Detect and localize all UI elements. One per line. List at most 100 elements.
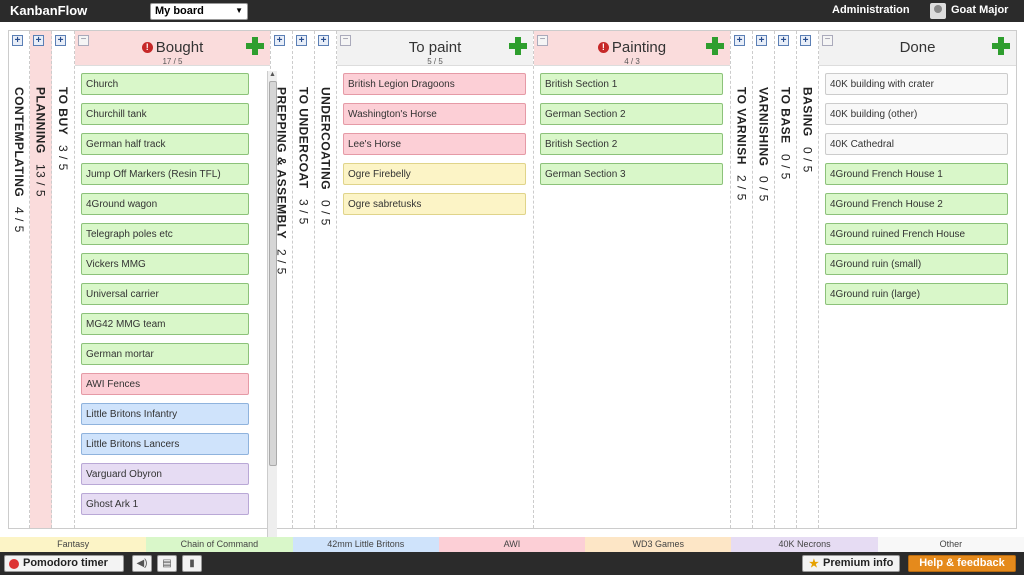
administration-link[interactable]: Administration xyxy=(832,4,910,16)
task-card[interactable]: Washington's Horse xyxy=(343,103,526,125)
task-card[interactable]: 40K Cathedral xyxy=(825,133,1008,155)
swimlane-legend-item: Chain of Command xyxy=(146,537,293,552)
expand-column-icon[interactable]: + xyxy=(296,35,307,46)
app-logo[interactable]: KanbanFlow xyxy=(10,3,88,18)
swimlane-legend: Fantasy Chain of Command 42mm Little Brito… xyxy=(0,537,1024,552)
print-icon[interactable]: ▤ xyxy=(157,555,177,572)
collapse-column-icon[interactable]: − xyxy=(78,35,89,46)
task-card[interactable]: Varguard Obyron xyxy=(81,463,249,485)
expand-column-icon[interactable]: + xyxy=(756,35,767,46)
task-card[interactable]: German Section 2 xyxy=(540,103,723,125)
column-basing: + BASING0 / 5 xyxy=(797,31,819,528)
column-label: TO UNDERCOAT3 / 5 xyxy=(296,87,311,225)
task-card[interactable]: AWI Fences xyxy=(81,373,249,395)
premium-info-button[interactable]: Premium info xyxy=(802,555,900,572)
add-task-icon[interactable] xyxy=(992,37,1010,55)
task-card[interactable]: Little Britons Infantry xyxy=(81,403,249,425)
task-card[interactable]: British Section 2 xyxy=(540,133,723,155)
column-to-buy: + TO BUY3 / 5 xyxy=(52,31,75,528)
column-to-base: + TO BASE0 / 5 xyxy=(775,31,797,528)
expand-column-icon[interactable]: + xyxy=(778,35,789,46)
expand-column-icon[interactable]: + xyxy=(55,35,66,46)
add-task-icon[interactable] xyxy=(706,37,724,55)
column-label: VARNISHING0 / 5 xyxy=(756,87,771,203)
chart-icon[interactable]: ▮ xyxy=(182,555,202,572)
column-title: Done xyxy=(899,39,936,56)
expand-column-icon[interactable]: + xyxy=(318,35,329,46)
column-label: TO BASE0 / 5 xyxy=(778,87,793,180)
column-to-varnish: + TO VARNISH2 / 5 xyxy=(731,31,753,528)
task-card[interactable]: British Section 1 xyxy=(540,73,723,95)
column-painting: − ! Painting 4 / 3 British Section 1 Germa… xyxy=(534,31,731,528)
task-card[interactable]: 4Ground wagon xyxy=(81,193,249,215)
column-cards: British Legion Dragoons Washington's Hors… xyxy=(337,67,533,528)
scrollbar-thumb[interactable] xyxy=(269,81,277,466)
task-card[interactable]: Church xyxy=(81,73,249,95)
collapse-column-icon[interactable]: − xyxy=(340,35,351,46)
swimlane-legend-item: Fantasy xyxy=(0,537,147,552)
task-card[interactable]: Churchill tank xyxy=(81,103,249,125)
column-planning: + PLANNING13 / 5 xyxy=(30,31,52,528)
expand-column-icon[interactable]: + xyxy=(12,35,23,46)
column-bought: − ! Bought 17 / 5 Church Churchill tank Ger… xyxy=(75,31,271,528)
column-label: CONTEMPLATING4 / 5 xyxy=(12,87,26,234)
swimlane-legend-item: 40K Necrons xyxy=(731,537,878,552)
expand-column-icon[interactable]: + xyxy=(274,35,285,46)
expand-column-icon[interactable]: + xyxy=(33,35,44,46)
task-card[interactable]: Telegraph poles etc xyxy=(81,223,249,245)
task-card[interactable]: Ogre sabretusks xyxy=(343,193,526,215)
expand-column-icon[interactable]: + xyxy=(734,35,745,46)
sound-icon[interactable]: ◀) xyxy=(132,555,152,572)
task-card[interactable]: 4Ground French House 1 xyxy=(825,163,1008,185)
task-card[interactable]: Little Britons Lancers xyxy=(81,433,249,455)
task-card[interactable]: Vickers MMG xyxy=(81,253,249,275)
task-card[interactable]: British Legion Dragoons xyxy=(343,73,526,95)
task-card[interactable]: 4Ground ruin (large) xyxy=(825,283,1008,305)
chevron-down-icon: ▼ xyxy=(235,6,243,15)
column-label: UNDERCOATING0 / 5 xyxy=(318,87,333,226)
column-contemplating: + CONTEMPLATING4 / 5 xyxy=(9,31,30,528)
avatar[interactable] xyxy=(930,3,946,19)
task-card[interactable]: Ghost Ark 1 xyxy=(81,493,249,515)
task-card[interactable]: German half track xyxy=(81,133,249,155)
task-card[interactable]: 40K building (other) xyxy=(825,103,1008,125)
scroll-up-icon[interactable]: ▲ xyxy=(269,71,276,78)
bottom-bar: Pomodoro timer ◀) ▤ ▮ Premium info Help … xyxy=(0,552,1024,575)
task-card[interactable]: 40K building with crater xyxy=(825,73,1008,95)
column-label: PREPPING & ASSEMBLY2 / 5 xyxy=(274,87,289,275)
task-card[interactable]: German mortar xyxy=(81,343,249,365)
warning-icon: ! xyxy=(597,42,609,53)
task-card[interactable]: Ogre Firebelly xyxy=(343,163,526,185)
column-header: − Done xyxy=(819,31,1016,66)
add-task-icon[interactable] xyxy=(246,37,264,55)
task-card[interactable]: Universal carrier xyxy=(81,283,249,305)
task-card[interactable]: 4Ground French House 2 xyxy=(825,193,1008,215)
task-card[interactable]: 4Ground ruined French House xyxy=(825,223,1008,245)
task-card[interactable]: German Section 3 xyxy=(540,163,723,185)
kanban-board: + CONTEMPLATING4 / 5 + PLANNING13 / 5 + … xyxy=(8,30,1017,557)
task-card[interactable]: Lee's Horse xyxy=(343,133,526,155)
column-title: To paint xyxy=(408,39,462,56)
board-selector[interactable]: My board ▼ xyxy=(150,3,248,20)
column-header: − To paint 5 / 5 xyxy=(337,31,533,66)
task-card[interactable]: Jump Off Markers (Resin TFL) xyxy=(81,163,249,185)
pomodoro-timer-button[interactable]: Pomodoro timer xyxy=(4,555,124,572)
swimlane-legend-item: 42mm Little Britons xyxy=(292,537,439,552)
help-feedback-button[interactable]: Help & feedback xyxy=(908,555,1016,572)
column-undercoating: + UNDERCOATING0 / 5 xyxy=(315,31,337,528)
task-card[interactable]: 4Ground ruin (small) xyxy=(825,253,1008,275)
username[interactable]: Goat Major xyxy=(951,4,1009,16)
board-selector-value: My board xyxy=(155,5,204,17)
column-header: − ! Bought 17 / 5 xyxy=(75,31,270,66)
expand-column-icon[interactable]: + xyxy=(800,35,811,46)
collapse-column-icon[interactable]: − xyxy=(822,35,833,46)
swimlane-legend-item: Other xyxy=(877,537,1024,552)
collapse-column-icon[interactable]: − xyxy=(537,35,548,46)
task-card[interactable]: MG42 MMG team xyxy=(81,313,249,335)
column-varnishing: + VARNISHING0 / 5 xyxy=(753,31,775,528)
column-cards: Church Churchill tank German half track Jum… xyxy=(75,67,270,528)
column-count: 5 / 5 xyxy=(427,57,443,66)
add-task-icon[interactable] xyxy=(509,37,527,55)
warning-icon: ! xyxy=(141,42,153,53)
column-label: BASING0 / 5 xyxy=(800,87,815,173)
